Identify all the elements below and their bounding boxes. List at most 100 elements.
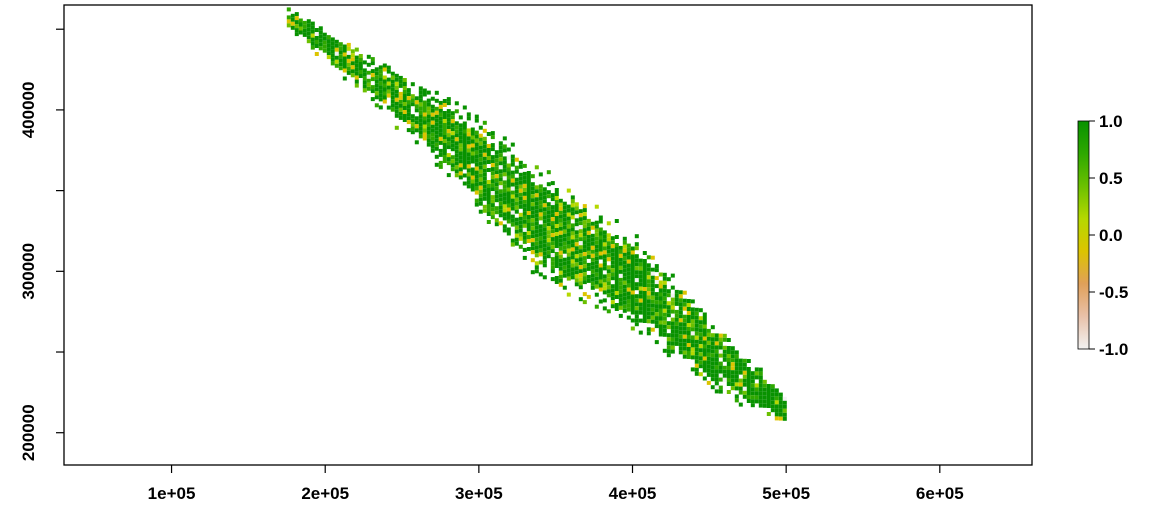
raster-cell <box>518 216 523 221</box>
raster-cell <box>662 348 667 353</box>
raster-cell <box>766 396 771 400</box>
raster-cell <box>482 196 487 201</box>
raster-cell <box>558 274 563 279</box>
raster-cell <box>654 296 659 301</box>
raster-cell <box>602 286 607 291</box>
raster-cell <box>674 313 679 318</box>
raster-cell <box>662 284 667 289</box>
raster-cell <box>638 286 643 291</box>
raster-cell <box>574 254 579 259</box>
raster-cell <box>482 172 487 177</box>
raster-cell <box>606 245 611 250</box>
raster-cell <box>574 234 579 239</box>
raster-cell <box>578 297 583 302</box>
raster-cell <box>722 377 727 382</box>
raster-cell <box>738 382 743 387</box>
raster-cell <box>770 396 775 401</box>
raster-cell <box>646 327 651 332</box>
raster-cell <box>702 340 707 345</box>
raster-cell <box>594 284 599 289</box>
raster-cell <box>626 303 631 308</box>
raster-cell <box>690 307 695 312</box>
raster-cell <box>390 71 395 76</box>
raster-cell <box>578 285 583 290</box>
raster-cell <box>402 114 407 118</box>
raster-cell <box>682 322 687 327</box>
raster-cell <box>550 237 555 242</box>
raster-cell <box>398 91 403 96</box>
raster-cell <box>686 351 691 355</box>
raster-cell <box>470 135 475 140</box>
raster-cell <box>654 316 659 321</box>
raster-cell <box>414 116 419 121</box>
raster-cell <box>426 138 431 143</box>
raster-cell <box>746 371 751 375</box>
raster-cell <box>610 264 615 269</box>
raster-cell <box>498 177 503 182</box>
raster-cell <box>538 184 543 189</box>
raster-cell <box>558 266 563 271</box>
raster-cell <box>630 302 635 307</box>
raster-cell <box>778 404 783 409</box>
raster-cell <box>614 243 619 247</box>
raster-cell <box>418 98 423 103</box>
legend-ticks: 1.00.50.0-0.5-1.0 <box>1089 112 1128 359</box>
raster-cell <box>614 291 619 295</box>
raster-cell <box>342 64 347 69</box>
raster-cell <box>726 378 731 382</box>
raster-cell <box>506 203 511 208</box>
raster-cell <box>418 114 423 119</box>
raster-cell <box>506 183 511 188</box>
raster-cell <box>326 51 331 56</box>
raster-cell <box>302 32 307 37</box>
raster-cell <box>694 359 699 364</box>
raster-cell <box>534 269 539 274</box>
raster-cell <box>462 145 467 150</box>
raster-cell <box>650 267 655 272</box>
raster-cell <box>530 226 535 231</box>
raster-cell <box>422 88 427 93</box>
raster-cell <box>554 228 559 232</box>
raster-cell <box>566 292 571 297</box>
raster-cell <box>438 112 443 117</box>
raster-cell <box>442 99 447 103</box>
raster-cell <box>554 240 559 244</box>
raster-cell <box>394 97 399 102</box>
raster-cell <box>542 259 547 264</box>
raster-cell <box>614 271 619 275</box>
raster-cell <box>550 225 555 230</box>
raster-cell <box>618 245 623 250</box>
raster-cell <box>330 37 335 42</box>
raster-cell <box>702 344 707 349</box>
raster-cell <box>594 268 599 273</box>
raster-cell <box>726 382 731 386</box>
raster-cell <box>394 77 399 82</box>
raster-cell <box>618 269 623 274</box>
raster-cell <box>578 277 583 282</box>
raster-cell <box>394 109 399 114</box>
raster-cell <box>614 307 619 311</box>
raster-cell <box>650 327 655 332</box>
raster-cell <box>438 116 443 121</box>
raster-cell <box>502 192 507 197</box>
raster-cell <box>378 77 383 82</box>
raster-cell <box>430 140 435 145</box>
raster-cell <box>746 375 751 379</box>
raster-cell <box>422 120 427 125</box>
raster-cell <box>666 341 671 346</box>
raster-cell <box>454 149 459 154</box>
raster-cell <box>694 331 699 336</box>
raster-cell <box>778 392 783 397</box>
raster-cell <box>606 253 611 258</box>
raster-cell <box>450 163 455 168</box>
raster-cell <box>714 337 719 342</box>
raster-cell <box>418 86 423 91</box>
raster-cell <box>714 377 719 382</box>
raster-cell <box>630 274 635 279</box>
raster-cell <box>562 249 567 254</box>
raster-cell <box>542 275 547 280</box>
raster-cell <box>390 75 395 80</box>
raster-cell <box>394 101 399 106</box>
raster-cell <box>430 148 435 153</box>
raster-cell <box>682 350 687 355</box>
